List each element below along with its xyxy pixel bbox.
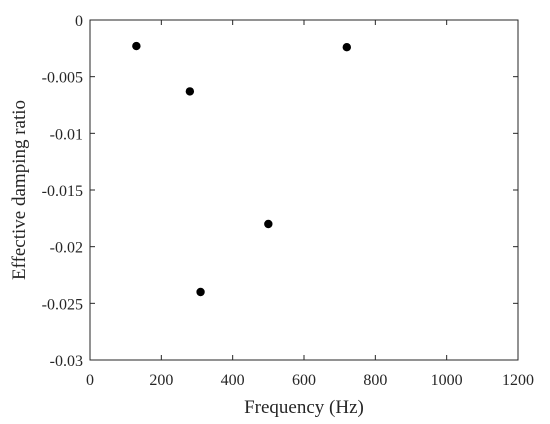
x-tick-label: 1000	[431, 372, 463, 389]
plot-area	[89, 19, 519, 361]
x-tick-label: 0	[86, 372, 94, 389]
data-point	[196, 287, 205, 297]
y-tick-label: -0.005	[42, 70, 83, 87]
x-axis: 0 200 400 600 800 1000 1200	[86, 20, 534, 389]
data-point	[342, 43, 351, 52]
x-tick-label: 1200	[502, 372, 534, 389]
y-tick-label: 0	[75, 13, 83, 30]
y-tick-label: -0.02	[50, 240, 83, 257]
data-point	[185, 87, 195, 96]
data-series	[132, 41, 351, 297]
y-axis-title: Effective damping ratio	[9, 100, 30, 280]
x-tick-label: 400	[221, 372, 245, 389]
plot-frame	[89, 19, 519, 361]
x-tick-label: 800	[363, 372, 387, 389]
y-tick-label: -0.025	[42, 296, 83, 313]
data-point	[264, 219, 273, 229]
y-axis: 0 -0.005 -0.01 -0.015 -0.02 -0.025 -0.03	[42, 13, 518, 370]
data-point	[132, 41, 141, 51]
y-tick-label: -0.015	[42, 183, 83, 200]
x-tick-label: 200	[149, 372, 173, 389]
x-axis-title: Frequency (Hz)	[244, 397, 364, 418]
x-tick-label: 600	[292, 372, 316, 389]
y-tick-label: -0.03	[50, 353, 83, 370]
y-tick-label: -0.01	[50, 126, 83, 143]
